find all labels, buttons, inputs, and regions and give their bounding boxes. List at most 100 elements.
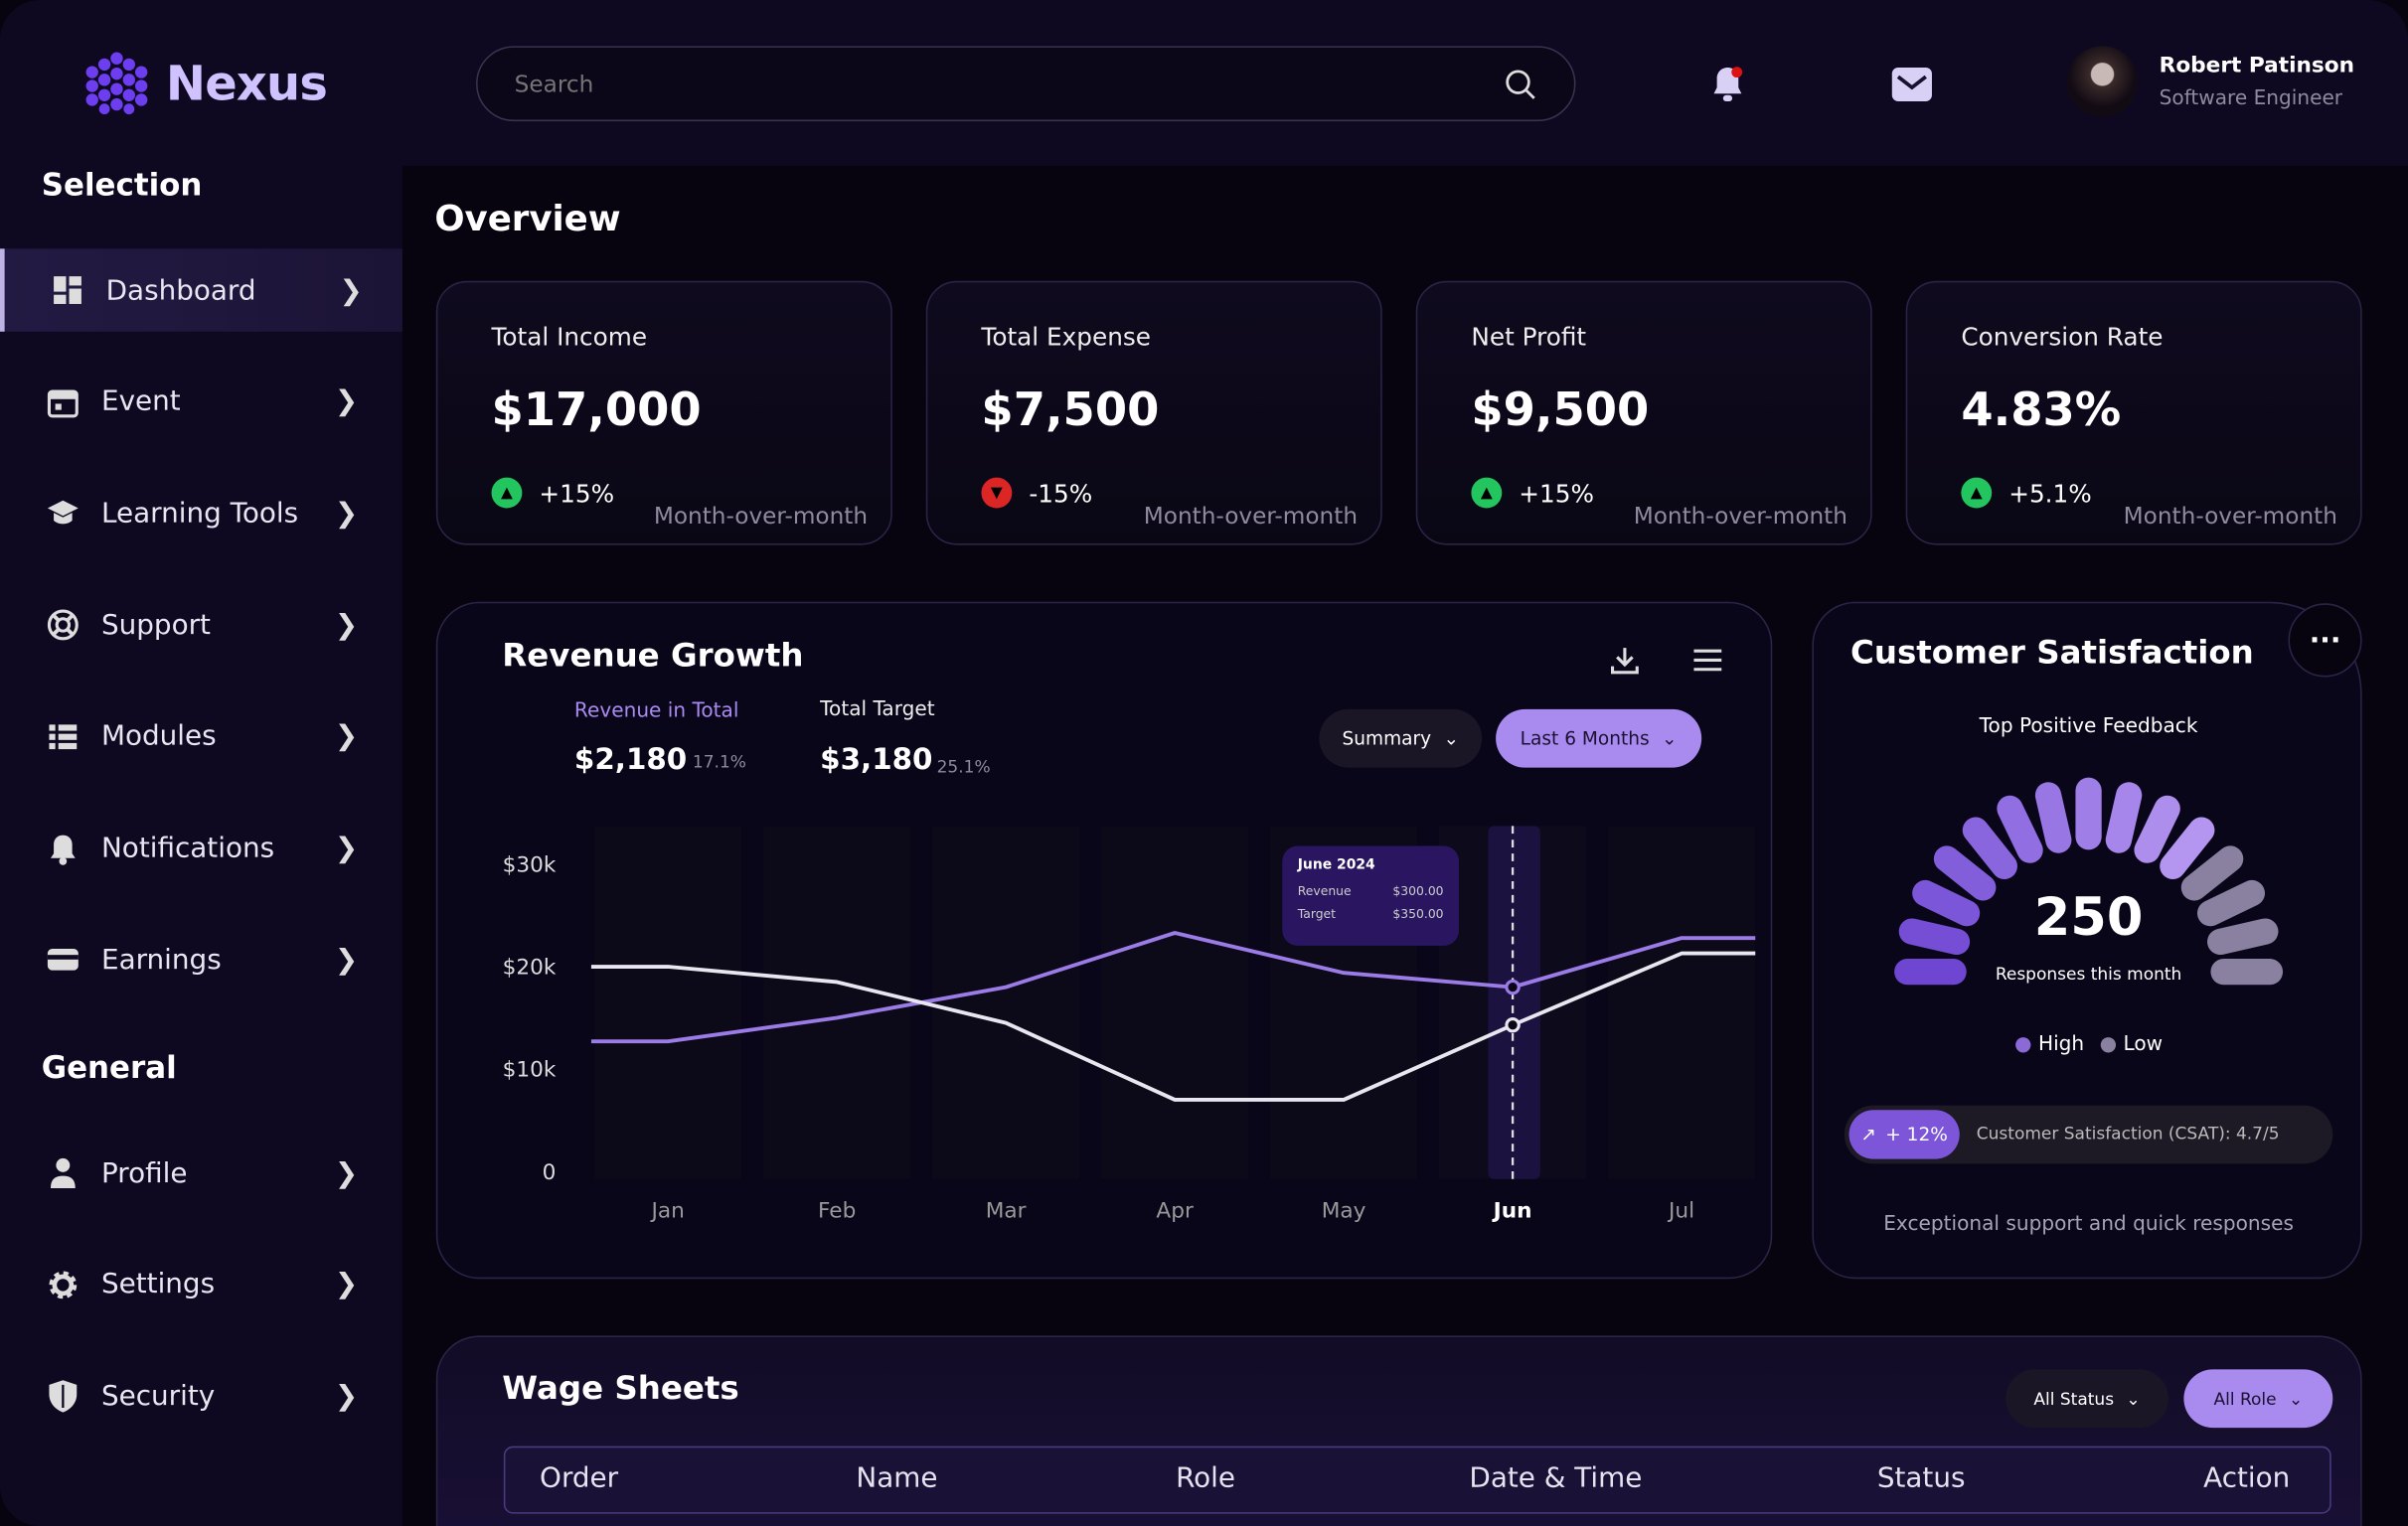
series-line-revenue [590, 931, 1756, 1044]
kpi-card-total-expense[interactable]: Total Expense $7,500 ▼ -15% Month-over-month [925, 280, 1382, 545]
kpi-card-total-income[interactable]: Total Income $17,000 ▲ +15% Month-over-month [435, 280, 892, 545]
arrow-up-right-icon: ↗ [1860, 1124, 1876, 1145]
revenue-line-chart: 0 $10k $20k $30k Jan Feb Mar Apr May Jun Jul [503, 826, 1756, 1223]
kpi-card-conversion-rate[interactable]: Conversion Rate 4.83% ▲ +5.1% Month-over-mon… [1905, 280, 2362, 545]
search-input[interactable] [514, 70, 1504, 98]
sidebar-item-learning-tools[interactable]: Learning Tools ❯ [0, 472, 402, 554]
column-header-name[interactable]: Name [856, 1461, 938, 1495]
user-name: Robert Patinson [2159, 53, 2355, 78]
total-target-label: Total Target [820, 698, 935, 722]
kpi-title: Conversion Rate [1961, 322, 2164, 352]
download-icon[interactable] [1608, 643, 1642, 677]
more-options-button[interactable]: ··· [2288, 603, 2362, 678]
kpi-card-net-profit[interactable]: Net Profit $9,500 ▲ +15% Month-over-month [1415, 280, 1872, 545]
kpi-change: +15% [539, 479, 615, 509]
chevron-right-icon: ❯ [334, 1156, 359, 1189]
section-title-selection: Selection [41, 165, 203, 203]
sidebar-item-dashboard[interactable]: Dashboard ❯ [0, 248, 402, 332]
gauge-segment-high [2134, 795, 2180, 863]
y-tick-label: $30k [503, 853, 557, 878]
gauge-segment-low [2207, 918, 2279, 956]
gauge-segment-high [1933, 845, 1997, 901]
search-icon[interactable] [1504, 67, 1537, 100]
lifebuoy-icon [46, 608, 80, 642]
total-target-pct: 25.1% [936, 756, 991, 777]
sidebar-item-settings[interactable]: Settings ❯ [0, 1243, 402, 1325]
chevron-right-icon: ❯ [334, 385, 359, 418]
month-column [1607, 826, 1756, 1179]
user-profile[interactable]: Robert Patinson Software Engineer [2066, 46, 2355, 117]
tooltip-revenue-label: Revenue [1297, 884, 1352, 898]
customer-satisfaction-card: Customer Satisfaction Top Positive Feedb… [1812, 601, 2362, 1280]
data-point-target [1505, 1017, 1521, 1033]
gauge-segment-high [2160, 817, 2215, 879]
sidebar: Nexus Selection Dashboard ❯ Event ❯ Learning… [0, 0, 402, 1526]
responses-label: Responses this month [1995, 964, 2182, 985]
revenue-total-label: Revenue in Total [573, 699, 739, 723]
x-tick-label: Jun [1492, 1198, 1532, 1223]
wage-sheets-card: Wage Sheets All Status ⌄ All Role ⌄ [435, 1335, 2362, 1526]
sidebar-item-event[interactable]: Event ❯ [0, 361, 402, 443]
kpi-value: $7,500 [981, 383, 1160, 438]
x-tick-label: Jan [650, 1198, 685, 1223]
column-header-role[interactable]: Role [1176, 1461, 1236, 1495]
notification-bell-icon[interactable] [1709, 65, 1746, 104]
chevron-right-icon: ❯ [334, 832, 359, 864]
trend-up-icon: ▲ [491, 477, 523, 509]
gauge-segment-high [1912, 879, 1981, 927]
gauge-segment-high [1997, 795, 2043, 863]
summary-dropdown[interactable]: Summary ⌄ [1319, 708, 1483, 768]
sidebar-item-notifications[interactable]: Notifications ❯ [0, 807, 402, 889]
y-tick-label: 0 [543, 1160, 557, 1185]
sidebar-item-earnings[interactable]: Earnings ❯ [0, 918, 402, 1000]
search-bar[interactable] [476, 46, 1576, 122]
chevron-down-icon: ⌄ [1662, 727, 1678, 750]
card-icon [46, 943, 80, 977]
logo[interactable]: Nexus [80, 49, 328, 119]
more-dots-icon: ··· [2309, 624, 2341, 657]
column-header-status[interactable]: Status [1876, 1461, 1966, 1495]
sidebar-item-profile[interactable]: Profile ❯ [0, 1132, 402, 1214]
total-target-value: $3,180 [820, 742, 933, 777]
csat-bar: ↗ + 12% Customer Satisfaction (CSAT): 4.7… [1844, 1105, 2333, 1164]
kpi-value: $9,500 [1471, 383, 1650, 438]
chart-tooltip: June 2024 Revenue $300.00 Target $350.00 [1282, 845, 1460, 946]
page-title: Overview [434, 199, 621, 240]
satisfaction-subtitle: Top Positive Feedback [1979, 715, 2198, 739]
legend-high: ● High [2014, 1032, 2085, 1057]
column-header-action[interactable]: Action [2203, 1461, 2291, 1495]
user-icon [46, 1156, 80, 1190]
menu-icon[interactable] [1690, 645, 1724, 676]
gauge-segment-low [2196, 879, 2266, 927]
kpi-value: 4.83% [1961, 383, 2122, 438]
column-header-date-time[interactable]: Date & Time [1469, 1461, 1643, 1495]
gauge-segment-high [2105, 782, 2143, 853]
revenue-title: Revenue Growth [502, 637, 804, 675]
kpi-title: Total Expense [981, 322, 1151, 352]
revenue-total-pct: 17.1% [692, 752, 746, 773]
satisfaction-title: Customer Satisfaction [1850, 634, 2254, 672]
trend-up-icon: ▲ [1961, 477, 1993, 509]
status-filter-dropdown[interactable]: All Status ⌄ [2006, 1369, 2168, 1429]
chevron-right-icon: ❯ [334, 608, 359, 642]
period-dropdown[interactable]: Last 6 Months ⌄ [1496, 708, 1702, 768]
kpi-note: Month-over-month [1143, 502, 1359, 531]
avatar[interactable] [2066, 46, 2139, 117]
shield-icon [46, 1379, 80, 1414]
mail-icon[interactable] [1890, 66, 1933, 102]
sidebar-item-modules[interactable]: Modules ❯ [0, 695, 402, 778]
sidebar-item-support[interactable]: Support ❯ [0, 583, 402, 666]
csat-text: Customer Satisfaction (CSAT): 4.7/5 [1976, 1124, 2280, 1144]
role-filter-dropdown[interactable]: All Role ⌄ [2183, 1369, 2333, 1429]
chevron-right-icon: ❯ [339, 273, 363, 307]
month-column [594, 826, 742, 1179]
chevron-right-icon: ❯ [334, 720, 359, 753]
sidebar-item-security[interactable]: Security ❯ [0, 1355, 402, 1438]
responses-value: 250 [2033, 887, 2144, 949]
gauge-segment-low [2180, 845, 2244, 901]
sidebar-item-label: Security [100, 1380, 216, 1413]
month-column [1100, 826, 1249, 1179]
kpi-title: Net Profit [1471, 322, 1587, 352]
x-tick-label: Mar [986, 1198, 1027, 1223]
column-header-order[interactable]: Order [540, 1461, 619, 1495]
